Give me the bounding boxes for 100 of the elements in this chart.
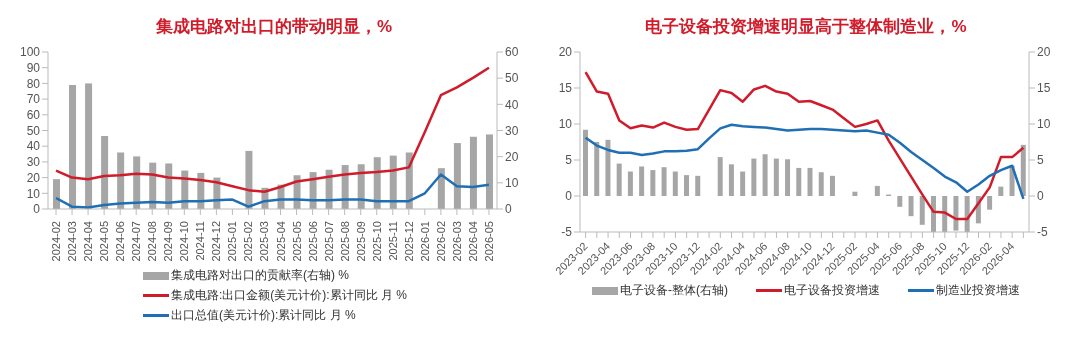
x-tick-label: 2025-03 bbox=[258, 221, 271, 262]
y-tick-label: 15 bbox=[558, 81, 573, 96]
y-tick-label: 20 bbox=[558, 45, 573, 60]
x-tick-label: 2025-02 bbox=[242, 221, 255, 262]
bar bbox=[998, 186, 1004, 196]
line-series bbox=[54, 66, 491, 193]
y2-tick-label: 0 bbox=[505, 202, 512, 217]
x-tick-label: 2024-07 bbox=[130, 221, 143, 262]
bar bbox=[762, 154, 768, 196]
y-tick-label: 10 bbox=[558, 117, 573, 132]
bar bbox=[469, 136, 477, 209]
x-tick-label: 2025-09 bbox=[354, 221, 367, 262]
x-tick-label: 2024-06 bbox=[114, 221, 127, 262]
chart-title: 集成电路对出口的带动明显，% bbox=[154, 16, 394, 38]
legend-label: 制造业投资增速 bbox=[936, 282, 1020, 299]
x-tick-label: 2026-02 bbox=[434, 221, 447, 262]
bar bbox=[485, 134, 493, 209]
x-tick-label: 2026-05 bbox=[482, 221, 495, 262]
x-tick-label: 2026-03 bbox=[450, 221, 463, 262]
x-tick-label: 2024-09 bbox=[162, 221, 175, 262]
y2-tick-label: -5 bbox=[1037, 225, 1048, 240]
y2-tick-label: 0 bbox=[1037, 189, 1044, 204]
y-tick-label: 20 bbox=[26, 170, 41, 185]
y-tick-label: -5 bbox=[561, 225, 573, 240]
bar bbox=[773, 158, 779, 196]
x-tick-label: 2025-04 bbox=[274, 221, 287, 262]
bar bbox=[919, 196, 925, 225]
bar bbox=[953, 196, 959, 231]
bar bbox=[639, 166, 645, 196]
bar bbox=[53, 179, 60, 209]
bar bbox=[627, 171, 633, 196]
y2-tick-label: 5 bbox=[1037, 153, 1044, 168]
y-tick-label: 70 bbox=[26, 92, 41, 107]
y-tick-label: 90 bbox=[26, 60, 41, 75]
bar bbox=[661, 167, 667, 196]
y-tick-label: 10 bbox=[26, 186, 41, 201]
bar bbox=[69, 84, 77, 209]
y2-tick-label: 10 bbox=[505, 176, 519, 191]
bar bbox=[897, 196, 903, 207]
bar bbox=[695, 175, 701, 196]
bar bbox=[101, 136, 109, 209]
bar bbox=[852, 191, 858, 196]
y2-tick-label: 60 bbox=[505, 45, 519, 60]
bar bbox=[874, 185, 880, 196]
bar bbox=[908, 196, 914, 217]
x-tick-label: 2024-11 bbox=[194, 221, 207, 261]
bar bbox=[818, 172, 824, 196]
y-tick-label: 30 bbox=[26, 155, 41, 170]
legend-label: 集成电路:出口金额(美元计价):累计同比 月 % bbox=[171, 287, 407, 304]
bar bbox=[807, 167, 813, 196]
bar bbox=[684, 175, 690, 196]
bar bbox=[594, 142, 600, 196]
x-tick-label: 2024-08 bbox=[146, 221, 159, 262]
bar bbox=[85, 83, 93, 209]
bar bbox=[437, 168, 445, 209]
legend-label: 电子设备投资增速 bbox=[784, 282, 880, 299]
x-tick-label: 2024-12 bbox=[210, 221, 223, 262]
bar bbox=[453, 143, 461, 209]
x-tick-label: 2025-10 bbox=[370, 221, 383, 262]
y-tick-label: 0 bbox=[565, 189, 573, 204]
legend-label: 电子设备-整体(右轴) bbox=[620, 282, 728, 299]
bar bbox=[796, 167, 802, 196]
bar bbox=[829, 175, 835, 196]
legend-label: 出口总值(美元计价):累计同比 月 % bbox=[171, 307, 356, 324]
x-tick-label: 2026-01 bbox=[418, 221, 431, 262]
y-tick-label: 5 bbox=[565, 153, 573, 168]
x-tick-label: 2024-02 bbox=[50, 221, 63, 262]
bar bbox=[785, 159, 791, 196]
x-tick-label: 2024-03 bbox=[66, 221, 79, 262]
x-tick-label: 2025-08 bbox=[338, 221, 351, 262]
x-tick-label: 2025-12 bbox=[402, 221, 415, 262]
chart-title: 电子设备投资增速明显高于整体制造业，% bbox=[644, 16, 968, 38]
x-tick-label: 2025-01 bbox=[226, 221, 239, 262]
x-tick-label: 2025-11 bbox=[386, 221, 399, 261]
bar bbox=[605, 139, 611, 196]
bar bbox=[583, 129, 588, 196]
x-tick-label: 2025-05 bbox=[290, 221, 303, 262]
y2-tick-label: 20 bbox=[1037, 45, 1051, 60]
bar bbox=[650, 170, 656, 196]
line-series bbox=[584, 70, 1025, 221]
x-tick-label: 2025-07 bbox=[322, 221, 335, 262]
x-tick-label: 2024-10 bbox=[178, 221, 191, 262]
y-tick-label: 100 bbox=[19, 45, 41, 60]
y2-tick-label: 20 bbox=[505, 149, 519, 164]
bar bbox=[616, 163, 622, 196]
bar bbox=[717, 157, 723, 196]
y-tick-label: 60 bbox=[26, 108, 41, 123]
y2-tick-label: 30 bbox=[505, 123, 519, 138]
y-tick-label: 0 bbox=[33, 202, 41, 217]
legend-label: 集成电路对出口的贡献率(右轴) % bbox=[171, 267, 349, 284]
y2-tick-label: 40 bbox=[505, 97, 519, 112]
line-series bbox=[584, 123, 1025, 201]
x-tick-label: 2024-05 bbox=[98, 221, 111, 262]
bar bbox=[751, 158, 757, 196]
y-tick-label: 40 bbox=[26, 139, 41, 154]
y-tick-label: 80 bbox=[26, 76, 41, 91]
x-tick-label: 2025-06 bbox=[306, 221, 319, 262]
y2-tick-label: 10 bbox=[1037, 117, 1051, 132]
y2-tick-label: 50 bbox=[505, 71, 519, 86]
x-tick-label: 2026-04 bbox=[466, 221, 479, 262]
